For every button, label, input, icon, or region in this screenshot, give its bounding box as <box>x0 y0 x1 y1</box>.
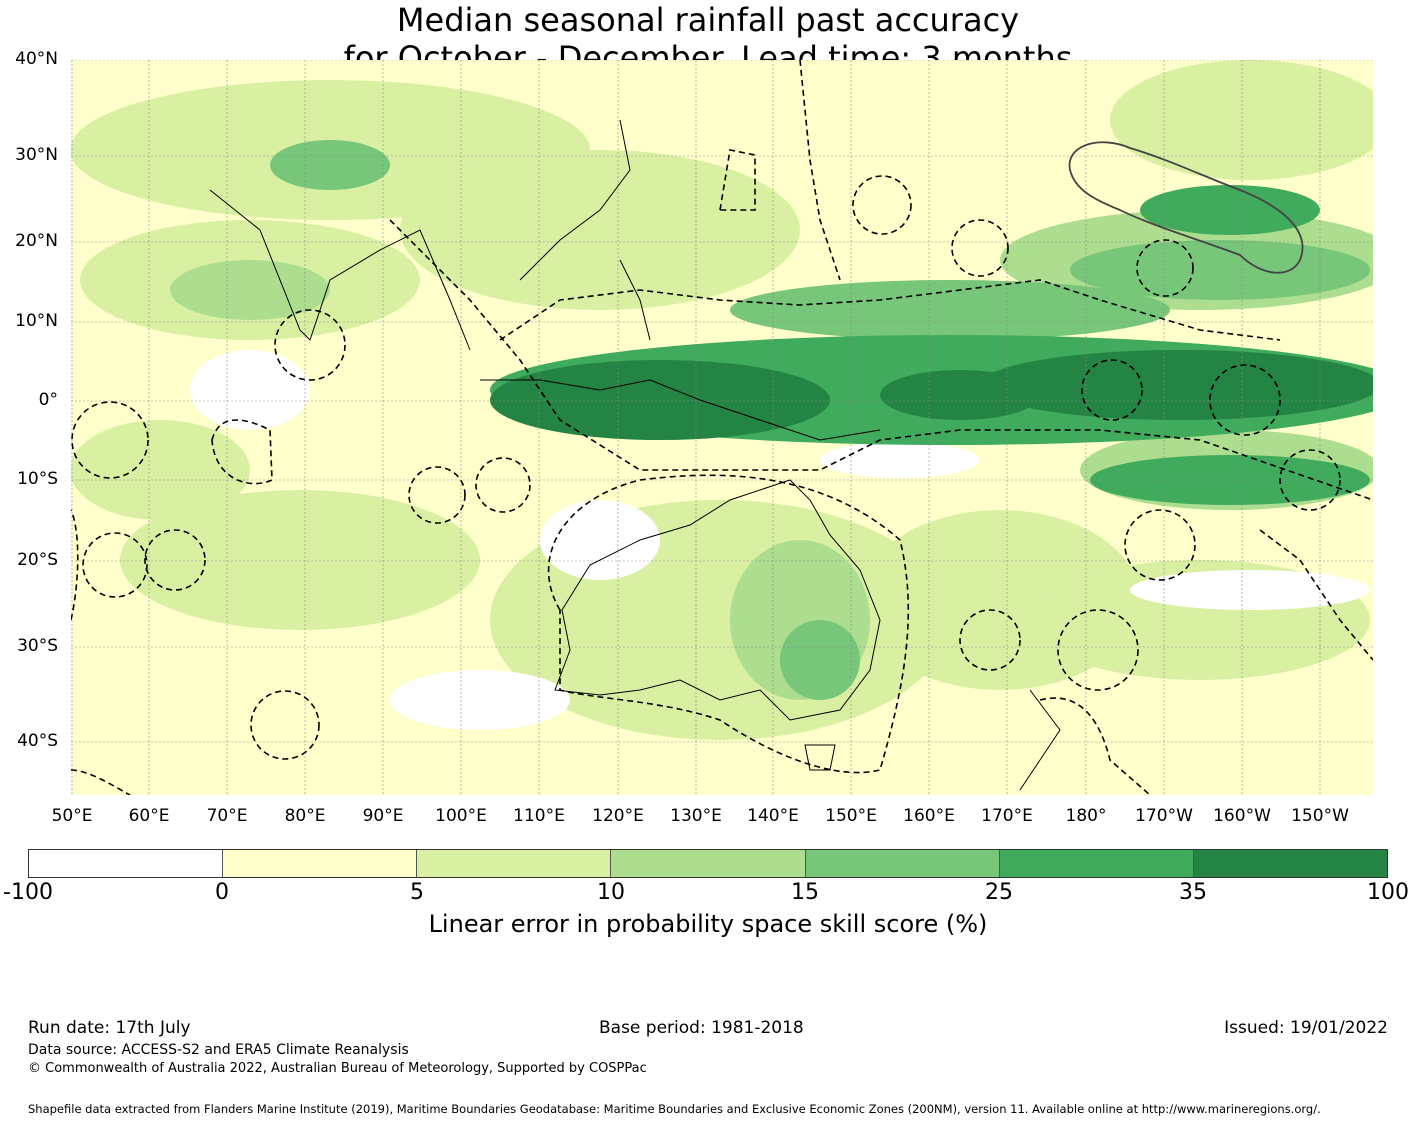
lon-label: 160°W <box>1213 806 1271 826</box>
skill-field-darkest <box>490 350 1373 440</box>
eez-region <box>211 419 273 485</box>
lon-label: 150°E <box>825 806 877 826</box>
colorbar-tick: 25 <box>985 880 1013 905</box>
lon-label: 160°E <box>903 806 955 826</box>
eez-circle <box>144 529 206 591</box>
colorbar-tick: 100 <box>1367 880 1409 905</box>
eez-boundary-line <box>499 279 1281 341</box>
map-title-line1: Median seasonal rainfall past accuracy <box>396 1 1020 39</box>
lat-label: 0° <box>38 390 58 410</box>
data-source: Data source: ACCESS-S2 and ERA5 Climate … <box>28 1042 409 1058</box>
colorbar-swatch <box>805 850 1000 877</box>
lat-label: 20°S <box>17 550 58 570</box>
coastlines <box>209 119 1061 791</box>
issued-date: Issued: 19/01/2022 <box>1224 1018 1388 1038</box>
colorbar-tick: 0 <box>215 880 229 905</box>
eez-circle <box>71 401 149 479</box>
lon-label: 110°E <box>513 806 565 826</box>
eez-boundary-line <box>71 509 79 621</box>
lon-label: 50°E <box>51 806 93 826</box>
lon-label: 140°E <box>747 806 799 826</box>
eez-circle <box>82 532 148 598</box>
lon-label: 170°W <box>1135 806 1193 826</box>
map-gridlines <box>71 60 1373 795</box>
eez-circle <box>1279 449 1341 511</box>
colorbar-swatch <box>1193 850 1387 877</box>
hawaii-eez-outline <box>1068 141 1304 274</box>
eez-region <box>719 149 756 211</box>
lon-label: 70°E <box>206 806 248 826</box>
lat-label: 30°S <box>17 636 58 656</box>
colorbar-tick: 35 <box>1179 880 1207 905</box>
lat-label: 10°N <box>15 311 58 331</box>
eez-boundaries <box>71 60 1373 795</box>
lon-label: 150°W <box>1291 806 1349 826</box>
colorbar-tick: -100 <box>3 880 53 905</box>
eez-boundary-line <box>799 60 841 281</box>
eez-circle <box>1081 359 1143 421</box>
lat-label: 40°N <box>15 49 58 69</box>
eez-circle <box>274 309 346 381</box>
lon-label: 90°E <box>362 806 404 826</box>
colorbar-label: Linear error in probability space skill … <box>428 910 988 938</box>
colorbar-swatch <box>417 850 612 877</box>
colorbar <box>28 849 1388 878</box>
colorbar-tick: 5 <box>410 880 424 905</box>
australia-eez <box>547 474 910 774</box>
eez-circle <box>852 175 912 235</box>
colorbar-swatch <box>999 850 1194 877</box>
lon-label: 60°E <box>128 806 170 826</box>
lon-label: 100°E <box>435 806 487 826</box>
philippines-coastline <box>619 259 651 341</box>
lon-label: 170°E <box>981 806 1033 826</box>
eez-boundary-line <box>1259 529 1373 661</box>
colorbar-swatch <box>611 850 806 877</box>
lon-label: 120°E <box>592 806 644 826</box>
colorbar-tick: 10 <box>597 880 625 905</box>
eez-circle <box>1057 609 1139 691</box>
eez-boundary-line <box>389 219 1373 501</box>
copyright: © Commonwealth of Australia 2022, Austra… <box>28 1061 647 1076</box>
skill-field-green <box>270 140 1370 700</box>
new-zealand-coastline <box>1019 689 1061 791</box>
shapefile-credit: Shapefile data extracted from Flanders M… <box>28 1102 1321 1116</box>
south-asia-coastline <box>209 189 471 351</box>
east-asia-coastline <box>519 119 631 281</box>
eez-boundary-line <box>1039 697 1151 795</box>
colorbar-tick: 15 <box>791 880 819 905</box>
eez-boundary-line <box>71 769 131 795</box>
lat-label: 30°N <box>15 145 58 165</box>
lon-label: 80°E <box>284 806 326 826</box>
skill-field-white <box>190 350 1370 730</box>
colorbar-swatch <box>223 850 418 877</box>
run-date: Run date: 17th July <box>28 1018 191 1038</box>
skill-score-map <box>71 60 1373 795</box>
eez-circle <box>959 609 1021 671</box>
tasmania-coastline <box>804 744 836 771</box>
lon-label: 130°E <box>670 806 722 826</box>
eez-circle <box>408 466 466 524</box>
eez-circle <box>951 219 1009 277</box>
lat-label: 40°S <box>17 731 58 751</box>
eez-circle <box>1124 509 1196 581</box>
lon-label: 180° <box>1065 806 1107 826</box>
maritime-continent-coastline <box>480 379 881 441</box>
lat-label: 20°N <box>15 231 58 251</box>
skill-field-light <box>71 60 1373 740</box>
eez-circle <box>1209 364 1281 436</box>
eez-circle <box>475 457 531 513</box>
base-period: Base period: 1981-2018 <box>599 1018 804 1038</box>
lat-label: 10°S <box>17 469 58 489</box>
eez-circle <box>250 690 320 760</box>
colorbar-swatch <box>29 850 224 877</box>
eez-circle <box>1136 239 1194 297</box>
australia-coastline <box>554 479 881 721</box>
